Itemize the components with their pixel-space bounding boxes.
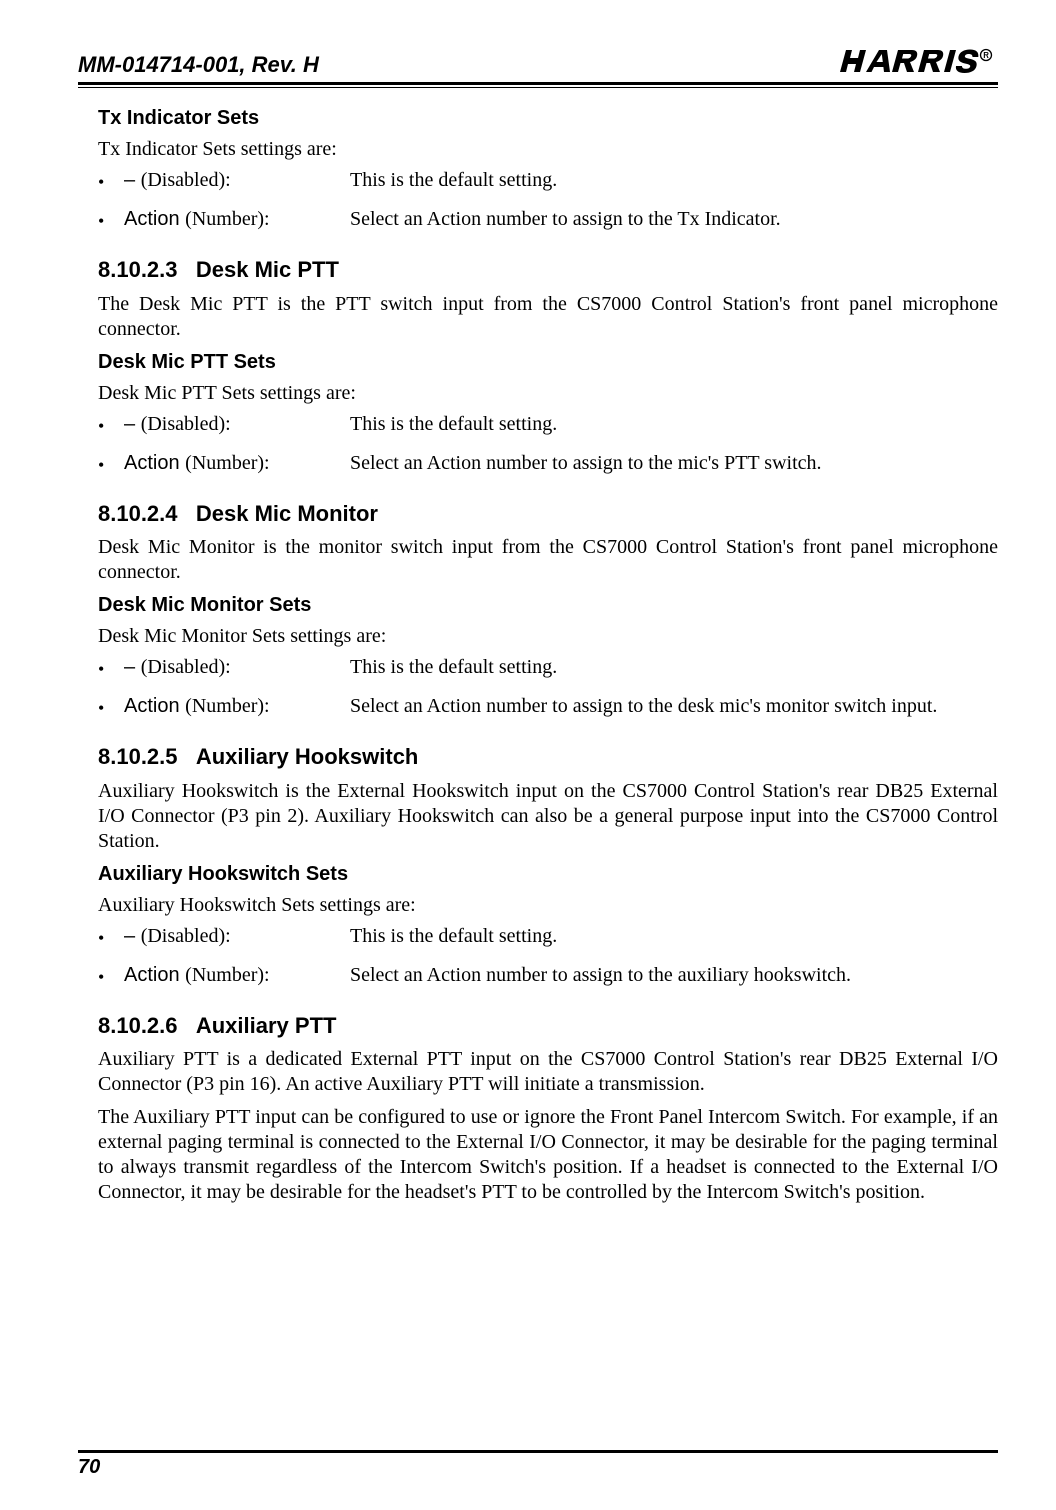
bullet-icon [98,451,124,478]
list-item: Action (Number): Select an Action number… [98,694,998,721]
option-name: – (Disabled): [124,412,350,437]
option-name: Action (Number): [124,694,350,719]
option-desc: This is the default setting. [350,655,998,680]
body-paragraph: The Auxiliary PTT input can be configure… [98,1105,998,1205]
option-desc: Select an Action number to assign to the… [350,207,998,232]
list-item: – (Disabled): This is the default settin… [98,168,998,195]
header-rule-thick [78,82,998,85]
heading-tx-indicator-sets: Tx Indicator Sets [98,106,998,131]
bullet-icon [98,412,124,439]
options-list: – (Disabled): This is the default settin… [98,655,998,721]
option-name: – (Disabled): [124,924,350,949]
body-paragraph: Auxiliary PTT is a dedicated External PT… [98,1047,998,1097]
page-footer: 70 [78,1450,998,1480]
bullet-icon [98,655,124,682]
intro-text: Desk Mic Monitor Sets settings are: [98,624,998,649]
list-item: Action (Number): Select an Action number… [98,451,998,478]
option-desc: This is the default setting. [350,924,998,949]
heading-desk-mic-monitor: 8.10.2.4 Desk Mic Monitor [98,500,998,528]
option-desc: This is the default setting. [350,412,998,437]
body-paragraph: Desk Mic Monitor is the monitor switch i… [98,535,998,585]
option-desc: This is the default setting. [350,168,998,193]
page-content: Tx Indicator Sets Tx Indicator Sets sett… [78,106,998,1205]
bullet-icon [98,694,124,721]
harris-logo-icon [838,44,998,78]
list-item: – (Disabled): This is the default settin… [98,655,998,682]
option-name: Action (Number): [124,207,350,232]
footer-rule [78,1450,998,1453]
list-item: – (Disabled): This is the default settin… [98,412,998,439]
bullet-icon [98,207,124,234]
option-name: Action (Number): [124,451,350,476]
intro-text: Desk Mic PTT Sets settings are: [98,381,998,406]
page: MM-014714-001, Rev. H Tx Indi [0,0,1056,1510]
heading-desk-mic-ptt-sets: Desk Mic PTT Sets [98,350,998,375]
options-list: – (Disabled): This is the default settin… [98,924,998,990]
heading-desk-mic-ptt: 8.10.2.3 Desk Mic PTT [98,256,998,284]
intro-text: Tx Indicator Sets settings are: [98,137,998,162]
heading-aux-hookswitch-sets: Auxiliary Hookswitch Sets [98,862,998,887]
page-header: MM-014714-001, Rev. H [78,44,998,78]
brand-logo [838,44,998,78]
option-desc: Select an Action number to assign to the… [350,963,998,988]
option-desc: Select an Action number to assign to the… [350,694,998,719]
list-item: Action (Number): Select an Action number… [98,963,998,990]
options-list: – (Disabled): This is the default settin… [98,168,998,234]
list-item: Action (Number): Select an Action number… [98,207,998,234]
option-name: – (Disabled): [124,168,350,193]
options-list: – (Disabled): This is the default settin… [98,412,998,478]
body-paragraph: The Desk Mic PTT is the PTT switch input… [98,292,998,342]
option-name: Action (Number): [124,963,350,988]
list-item: – (Disabled): This is the default settin… [98,924,998,951]
page-number: 70 [78,1455,998,1480]
heading-aux-ptt: 8.10.2.6 Auxiliary PTT [98,1012,998,1040]
header-rule-thin [78,87,998,88]
bullet-icon [98,963,124,990]
doc-id: MM-014714-001, Rev. H [78,51,319,79]
option-desc: Select an Action number to assign to the… [350,451,998,476]
bullet-icon [98,924,124,951]
heading-desk-mic-monitor-sets: Desk Mic Monitor Sets [98,593,998,618]
bullet-icon [98,168,124,195]
option-name: – (Disabled): [124,655,350,680]
intro-text: Auxiliary Hookswitch Sets settings are: [98,893,998,918]
heading-aux-hookswitch: 8.10.2.5 Auxiliary Hookswitch [98,743,998,771]
body-paragraph: Auxiliary Hookswitch is the External Hoo… [98,779,998,854]
